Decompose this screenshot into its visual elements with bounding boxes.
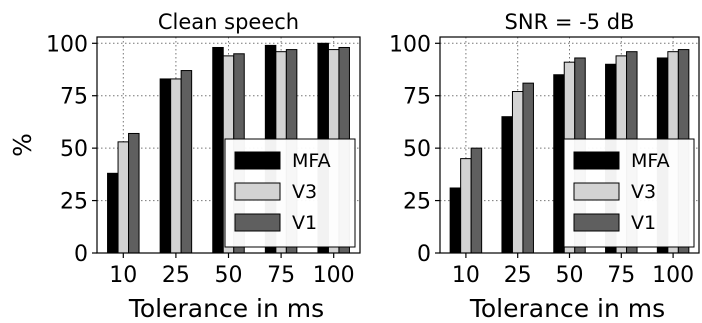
legend-swatch-v3: [234, 182, 281, 201]
chart-title: Clean speech: [158, 10, 299, 34]
legend-label-mfa: MFA: [292, 150, 331, 172]
legend: MFA V3 V1: [224, 138, 356, 248]
chart-title: SNR = -5 dB: [505, 10, 635, 34]
x-tick-label: 100: [652, 263, 694, 288]
legend-label-v1: V1: [631, 212, 656, 234]
legend-label-mfa: MFA: [631, 150, 670, 172]
x-axis-label: Tolerance in ms: [469, 294, 665, 323]
y-tick-label: 75: [60, 85, 88, 110]
legend-swatch-v1: [234, 213, 281, 232]
y-tick-label: 50: [403, 137, 431, 162]
x-tick-label: 75: [607, 263, 635, 288]
x-tick-label: 10: [109, 263, 137, 288]
x-tick-label: 25: [504, 263, 532, 288]
bar-v3-10: [460, 158, 472, 254]
legend-label-v1: V1: [292, 212, 317, 234]
bar-mfa-25: [159, 78, 172, 254]
bar-v1-10: [470, 147, 483, 254]
y-tick-label: 0: [74, 242, 88, 267]
x-tick-label: 75: [267, 263, 295, 288]
y-axis-label: %: [8, 133, 37, 157]
x-axis-label: Tolerance in ms: [128, 294, 324, 323]
bar-v3-25: [511, 91, 524, 254]
legend-swatch-mfa: [573, 151, 620, 170]
y-tick-label: 25: [60, 190, 88, 215]
x-tick-label: 50: [215, 263, 243, 288]
legend-swatch-v1: [573, 213, 620, 232]
x-tick-label: 50: [556, 263, 584, 288]
chart-panel-1: Clean speech 0 25 50 75 100 10 25 50 75 100 Toleran…: [8, 10, 361, 323]
y-tick-label: 25: [403, 190, 431, 215]
y-tick-label: 0: [417, 242, 431, 267]
legend-swatch-mfa: [234, 151, 281, 170]
y-tick-label: 100: [46, 32, 88, 57]
legend: MFA V3 V1: [563, 138, 695, 248]
bar-mfa-50: [553, 74, 565, 254]
legend-label-v3: V3: [631, 181, 656, 203]
x-tick-label: 25: [162, 263, 190, 288]
chart-panel-2: SNR = -5 dB 0 25 50 75 100 10 25 50 75 100 Toleranc…: [389, 10, 700, 323]
bar-v1-25: [522, 82, 534, 254]
legend-label-v3: V3: [292, 181, 317, 203]
bar-v1-10: [128, 132, 140, 254]
bar-mfa-10: [107, 172, 119, 254]
bar-mfa-50: [212, 46, 224, 254]
x-tick-label: 10: [452, 263, 480, 288]
y-tick-label: 50: [60, 137, 88, 162]
legend-swatch-v3: [573, 182, 620, 201]
bar-v3-10: [117, 141, 130, 254]
bar-v3-25: [170, 78, 182, 254]
x-tick-label: 100: [313, 263, 355, 288]
bar-mfa-10: [449, 187, 462, 254]
bar-v1-25: [180, 70, 193, 254]
y-tick-label: 100: [389, 32, 431, 57]
y-tick-label: 75: [403, 85, 431, 110]
bar-mfa-25: [501, 116, 513, 254]
